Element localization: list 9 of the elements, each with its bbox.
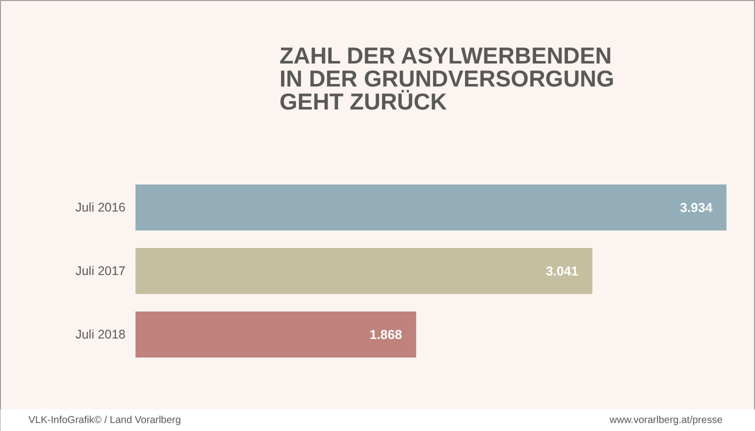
data-label: 3.041 [546,264,578,278]
data-label: 1.868 [370,327,402,342]
chart-title: ZAHL DER ASYLWERBENDEN IN DER GRUNDVERSORGUNG GEHT ZURÜCK [280,42,614,114]
y-tick-label: Juli 2016 [75,200,126,214]
y-tick-label: Juli 2018 [75,328,126,342]
data-label: 3.934 [680,200,714,215]
text: VLK-InfoGrafik© / Land Vorarlberg [28,415,181,426]
text: www.vorarlberg.at/presse [608,415,723,426]
y-tick-label: Juli 2017 [75,264,126,278]
